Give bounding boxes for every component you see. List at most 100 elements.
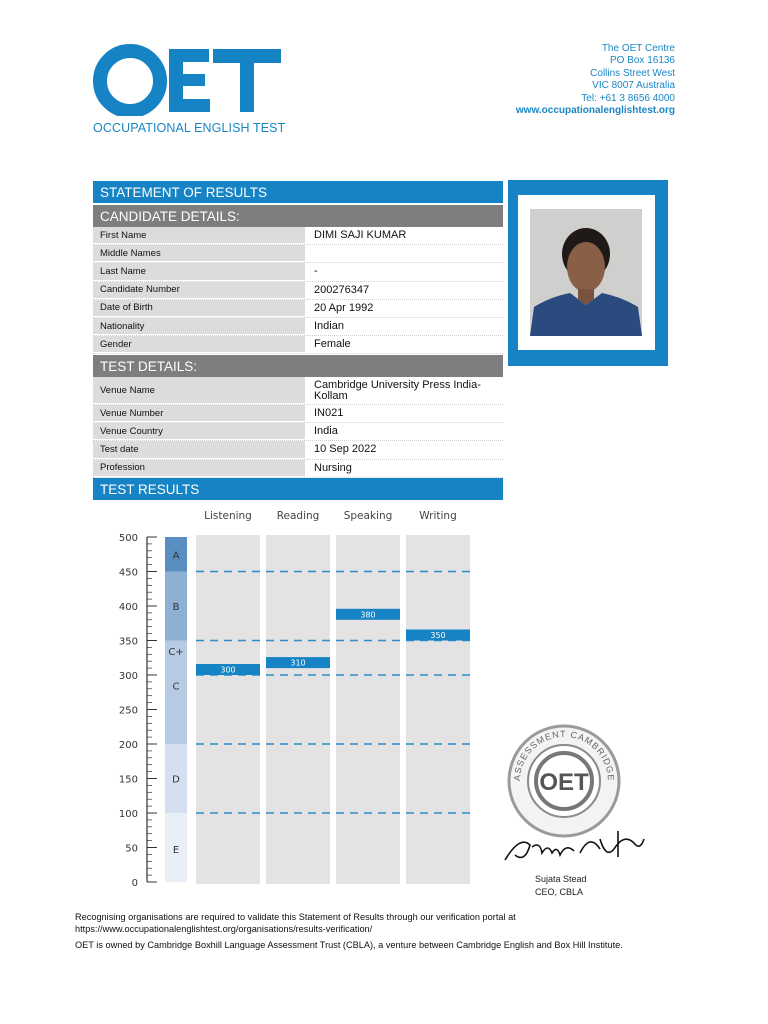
contact-line: Tel: +61 3 8656 4000: [581, 92, 675, 104]
cbla-stamp: OET ASSESSMENT CAMBRIDGE: [507, 724, 621, 838]
details-row: Test date 10 Sep 2022: [93, 441, 503, 460]
grade-label: B: [173, 602, 180, 613]
details-row: Date of Birth 20 Apr 1992: [93, 299, 503, 318]
category-label: Reading: [277, 510, 320, 522]
grade-band: [165, 744, 187, 813]
candidate-details-heading: CANDIDATE DETAILS:: [93, 205, 503, 227]
stamp-center-text: OET: [539, 769, 589, 796]
y-tick-label: 100: [119, 809, 138, 820]
grade-label: C: [173, 681, 180, 692]
score-bar: [336, 608, 400, 620]
grade-band: [165, 640, 187, 675]
test-details-table: Venue Name Cambridge University Press Ind…: [93, 377, 503, 478]
field-label: Venue Country: [93, 423, 305, 441]
field-label: Venue Number: [93, 405, 305, 423]
details-row: Venue Name Cambridge University Press Ind…: [93, 377, 503, 405]
signature: [504, 831, 645, 861]
score-column: [336, 535, 400, 884]
details-row: Venue Number IN021: [93, 405, 503, 424]
category-label: Speaking: [344, 510, 393, 522]
field-label: First Name: [93, 227, 305, 245]
score-column: [266, 535, 330, 884]
test-results-heading: TEST RESULTS: [93, 478, 503, 500]
footer-ownership-text: OET is owned by Cambridge Boxhill Langua…: [75, 940, 623, 950]
grade-label: C+: [168, 647, 183, 658]
category-label: Writing: [419, 510, 457, 522]
score-label: 300: [220, 666, 235, 675]
score-bar: [406, 629, 470, 641]
field-value: Female: [314, 338, 351, 351]
details-row: Nationality Indian: [93, 317, 503, 337]
grade-label: A: [173, 550, 180, 561]
grade-band: [165, 675, 187, 744]
category-label: Listening: [204, 510, 252, 522]
field-value: India: [314, 425, 338, 438]
contact-line: VIC 8007 Australia: [592, 80, 675, 92]
y-tick-label: 250: [119, 706, 138, 717]
signatory: Sujata Stead CEO, CBLA: [535, 873, 587, 899]
details-row: Profession Nursing: [93, 459, 503, 478]
field-value: -: [314, 265, 318, 278]
field-label: Nationality: [93, 317, 305, 336]
grade-band: [165, 571, 187, 641]
field-value: 10 Sep 2022: [314, 443, 377, 456]
details-row: Venue Country India: [93, 423, 503, 442]
statement-title: STATEMENT OF RESULTS: [93, 181, 503, 203]
score-column: [406, 535, 470, 884]
website-link[interactable]: www.occupationalenglishtest.org: [515, 105, 675, 117]
score-column: [196, 535, 260, 884]
contact-line: Collins Street West: [590, 67, 675, 79]
grade-label: E: [173, 845, 179, 856]
y-tick-label: 200: [119, 740, 138, 751]
contact-line: The OET Centre: [601, 43, 675, 54]
field-value: [305, 245, 503, 262]
candidate-details-table: First Name DIMI SAJI KUMAR Middle Names Las…: [93, 227, 503, 355]
y-tick-label: 500: [119, 533, 138, 544]
field-label: Last Name: [93, 263, 305, 281]
signatory-name: Sujata Stead: [535, 874, 587, 884]
logo-subtitle: OCCUPATIONAL ENGLISH TEST: [93, 121, 286, 135]
score-bar: [266, 657, 330, 669]
field-value: Indian: [314, 320, 344, 333]
details-row: Last Name -: [93, 263, 503, 282]
contact-line: PO Box 16136: [609, 55, 675, 67]
y-tick-label: 150: [119, 775, 138, 786]
field-value: IN021: [314, 407, 344, 420]
field-value: DIMI SAJI KUMAR: [314, 229, 407, 242]
field-label: Candidate Number: [93, 281, 305, 299]
y-tick-label: 400: [119, 602, 138, 613]
y-tick-label: 350: [119, 637, 138, 648]
y-tick-label: 50: [125, 844, 138, 855]
signatory-title: CEO, CBLA: [535, 887, 584, 897]
field-value: Cambridge University Press India-Kollam: [314, 378, 481, 402]
score-label: 310: [290, 659, 305, 668]
candidate-photo: [530, 209, 642, 336]
field-label: Gender: [93, 336, 305, 354]
field-label: Profession: [93, 459, 305, 477]
footer-verification-text: Recognising organisations are required t…: [75, 912, 516, 922]
test-details-heading: TEST DETAILS:: [93, 355, 503, 377]
score-label: 350: [430, 631, 445, 640]
field-value: 20 Apr 1992: [314, 301, 374, 314]
field-label: Test date: [93, 441, 305, 459]
grade-band: [165, 537, 187, 572]
details-row: Candidate Number 200276347: [93, 281, 503, 300]
oet-logo: [93, 44, 281, 116]
details-row: Middle Names: [93, 245, 503, 264]
field-value: Nursing: [314, 461, 352, 474]
verification-url[interactable]: https://www.occupationalenglishtest.org/…: [75, 924, 373, 934]
field-value: 200276347: [314, 283, 370, 296]
field-label: Venue Name: [93, 377, 305, 404]
details-row: Gender Female: [93, 336, 503, 355]
y-tick-label: 450: [119, 568, 138, 579]
footer: Recognising organisations are required t…: [75, 911, 623, 951]
contact-address: The OET Centre PO Box 16136 Collins Stre…: [516, 43, 675, 117]
details-row: First Name DIMI SAJI KUMAR: [93, 227, 503, 246]
grade-band: [165, 813, 187, 882]
y-tick-label: 300: [119, 671, 138, 682]
score-label: 380: [360, 610, 375, 619]
grade-label: D: [172, 775, 180, 786]
y-tick-label: 0: [132, 878, 138, 889]
score-bar: [196, 664, 260, 675]
